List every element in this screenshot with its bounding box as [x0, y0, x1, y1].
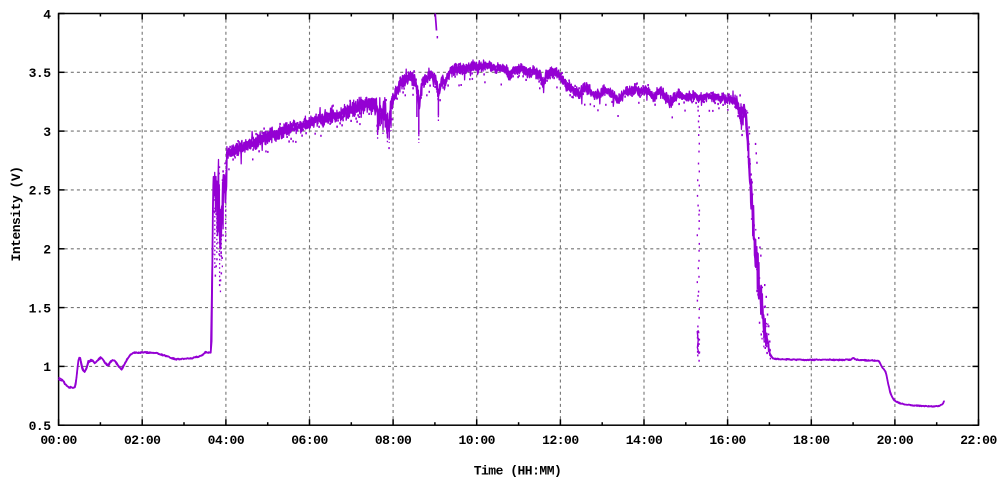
svg-text:Intensity (V): Intensity (V)	[9, 167, 24, 262]
svg-text:10:00: 10:00	[458, 433, 495, 448]
svg-text:08:00: 08:00	[375, 433, 412, 448]
svg-text:02:00: 02:00	[124, 433, 161, 448]
svg-text:20:00: 20:00	[877, 433, 914, 448]
svg-text:18:00: 18:00	[793, 433, 830, 448]
svg-text:22:00: 22:00	[960, 433, 997, 448]
svg-text:1.5: 1.5	[29, 301, 52, 316]
svg-text:0.5: 0.5	[29, 419, 52, 434]
svg-text:00:00: 00:00	[40, 433, 77, 448]
svg-text:2: 2	[43, 243, 51, 258]
svg-text:16:00: 16:00	[709, 433, 746, 448]
svg-text:12:00: 12:00	[542, 433, 579, 448]
svg-text:4: 4	[43, 7, 51, 22]
svg-text:14:00: 14:00	[626, 433, 663, 448]
svg-text:3.5: 3.5	[29, 66, 52, 81]
svg-text:Time (HH:MM): Time (HH:MM)	[474, 464, 562, 479]
svg-text:04:00: 04:00	[208, 433, 245, 448]
svg-text:06:00: 06:00	[291, 433, 328, 448]
svg-text:3: 3	[43, 125, 51, 140]
svg-text:2.5: 2.5	[29, 184, 52, 199]
svg-text:1: 1	[43, 360, 51, 375]
